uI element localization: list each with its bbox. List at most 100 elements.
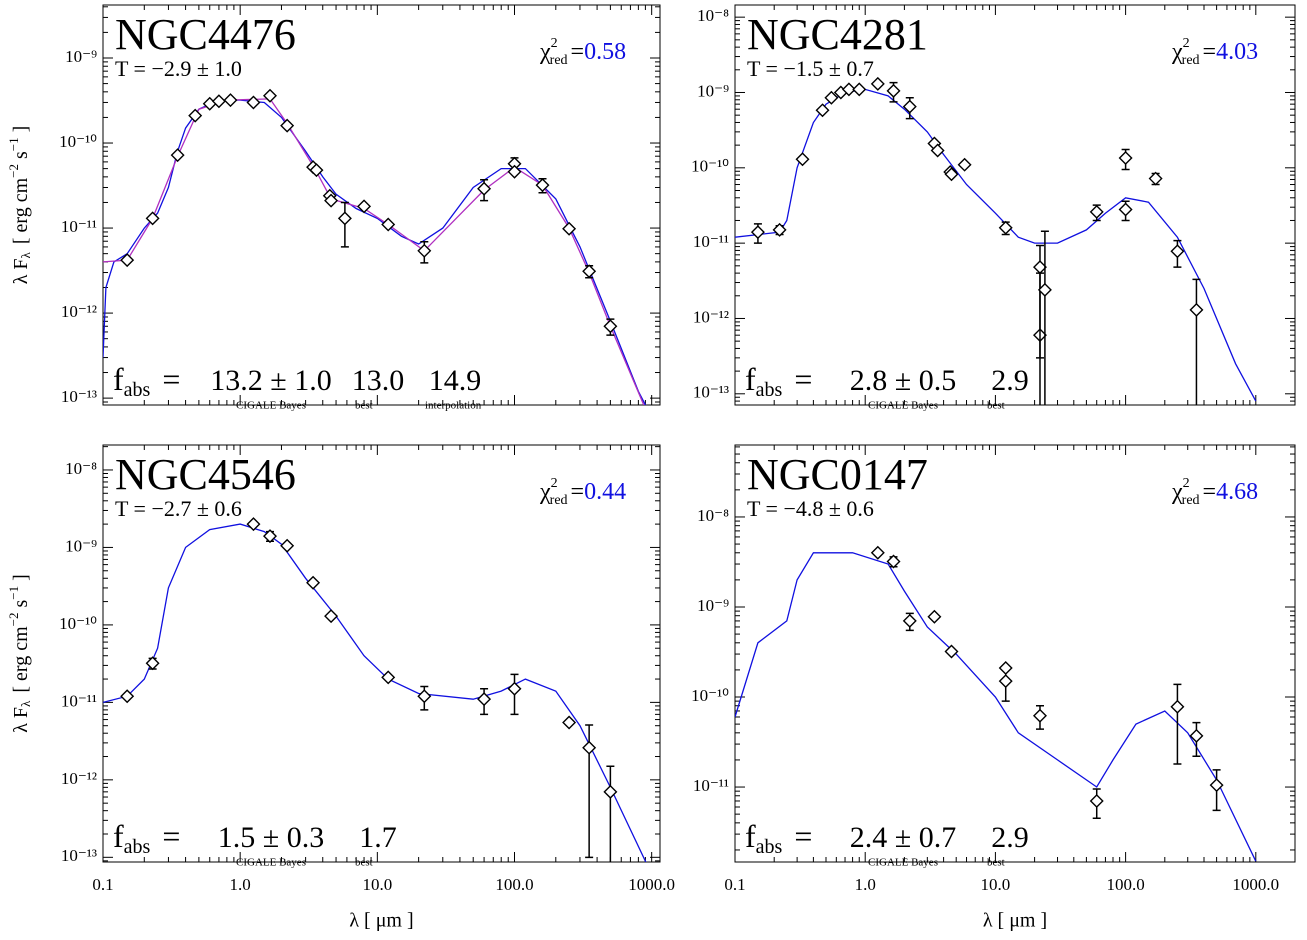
- data-point: [381, 670, 396, 685]
- y-tick-label: 10⁻⁹: [65, 536, 97, 555]
- data-point: [324, 609, 339, 624]
- f-eq: =: [794, 818, 812, 854]
- y-unit: ]: [10, 126, 32, 138]
- data-point: [1170, 244, 1185, 259]
- x-tick-label: 1000.0: [628, 875, 675, 894]
- x-tick-label: 100.0: [495, 875, 533, 894]
- data-point: [306, 575, 321, 590]
- panel-title: NGC4546: [115, 450, 296, 499]
- data-point: [562, 221, 577, 236]
- data-point: [927, 609, 942, 624]
- chi-eq: =: [571, 479, 585, 505]
- data-point: [750, 225, 765, 240]
- bayes-note: CIGALE Bayes: [868, 857, 938, 869]
- y-tick-label: 10⁻¹³: [61, 846, 97, 865]
- error-bar: [1173, 683, 1182, 765]
- f-eq: =: [162, 818, 180, 854]
- data-point: [324, 193, 339, 208]
- fabs-label: fabs =: [745, 818, 812, 857]
- f-sub: abs: [756, 836, 783, 858]
- panel: 0.1 1.0 10.0 100.0 1000.0 10⁻¹¹ 10⁻¹⁰ 10⁻⁹ 10⁻⁸ N…: [691, 444, 1296, 932]
- y-tick-label: 10⁻¹¹: [61, 217, 97, 236]
- data-point: [562, 715, 577, 730]
- f-sub: abs: [124, 836, 151, 858]
- y-tick-label: 10⁻⁹: [65, 47, 97, 66]
- fabs-interp: 14.9: [429, 364, 482, 397]
- bayes-note: CIGALE Bayes: [868, 400, 938, 412]
- model-line: [735, 552, 1257, 862]
- y-unit-sup: −2: [6, 164, 21, 178]
- y-unit: [ erg cm: [10, 626, 32, 693]
- y-tick-label: 10⁻¹³: [693, 383, 729, 402]
- data-point: [211, 94, 226, 109]
- panel: 0.1 1.0 10.0 100.0 1000.0 10⁻¹³ 10⁻¹² 10⁻¹¹ 10⁻¹…: [6, 444, 675, 932]
- model-line: [103, 523, 647, 862]
- chi-sub: red: [1182, 493, 1200, 508]
- chi-symbol: χ: [1171, 479, 1183, 505]
- x-tick-label: 1000.0: [1232, 875, 1279, 894]
- x-tick-label: 10.0: [981, 875, 1011, 894]
- chi-sup: 2: [1183, 36, 1190, 51]
- fabs-label: fabs =: [745, 361, 812, 400]
- data-point: [870, 545, 885, 560]
- y-unit-sup: −2: [6, 613, 21, 627]
- data-point: [1033, 260, 1047, 275]
- error-bar: [606, 765, 615, 862]
- best-note: best: [355, 857, 373, 869]
- chi2: χ2 red =0.44: [539, 476, 626, 508]
- data-point: [170, 148, 185, 163]
- y-lam: λ F: [10, 707, 32, 733]
- y-tick-label: 10⁻¹⁰: [691, 686, 729, 705]
- chi-value: 0.44: [584, 479, 626, 505]
- chi-sup: 2: [1183, 476, 1190, 491]
- error-bar: [1192, 278, 1201, 405]
- data-point: [1189, 302, 1204, 317]
- data-point: [280, 118, 295, 133]
- chi2: χ2 red =4.68: [1171, 476, 1258, 508]
- data-point: [1170, 699, 1185, 714]
- data-point: [824, 90, 839, 105]
- fabs-bayes: 2.4 ± 0.7: [850, 821, 956, 854]
- data-point: [870, 76, 885, 91]
- best-note: best: [987, 400, 1005, 412]
- f-symbol: f: [745, 818, 756, 854]
- y-tick-label: 10⁻¹⁰: [691, 157, 729, 176]
- plot-frame: [102, 444, 661, 863]
- x-axis-title: λ [ μm ]: [983, 910, 1047, 932]
- y-tick-label: 10⁻¹⁰: [59, 614, 97, 633]
- y-lam-sub: λ: [18, 251, 33, 258]
- fabs-best: 13.0: [352, 364, 405, 397]
- data-point: [582, 264, 597, 279]
- data-point: [998, 661, 1013, 675]
- fabs-bayes: 13.2 ± 1.0: [210, 364, 331, 397]
- y-tick-label: 10⁻¹¹: [693, 776, 729, 795]
- best-note: best: [987, 857, 1005, 869]
- chi-sup: 2: [551, 476, 558, 491]
- plot-area: [103, 88, 647, 405]
- plot-frame: [734, 4, 1296, 406]
- data-point: [337, 211, 352, 226]
- x-tick-label: 1.0: [855, 875, 876, 894]
- chi-symbol: χ: [539, 39, 551, 65]
- data-point: [603, 319, 618, 334]
- y-unit: s: [10, 600, 32, 613]
- data-point: [477, 181, 492, 196]
- data-point: [957, 157, 972, 172]
- data-point: [1118, 151, 1133, 165]
- y-tick-label: 10⁻¹³: [61, 387, 97, 406]
- data-point: [1189, 728, 1204, 743]
- f-symbol: f: [113, 361, 124, 397]
- y-tick-label: 10⁻¹²: [693, 307, 729, 326]
- x-tick-label: 0.1: [724, 875, 745, 894]
- chi2: χ2 red =4.03: [1171, 36, 1258, 68]
- y-lam: λ F: [10, 258, 32, 284]
- f-symbol: f: [113, 818, 124, 854]
- model-line: [103, 98, 645, 405]
- data-point: [852, 82, 867, 97]
- y-tick-label: 10⁻¹²: [61, 769, 97, 788]
- plot-area: [735, 76, 1257, 405]
- plot-area: [735, 545, 1257, 862]
- data-point: [120, 689, 135, 704]
- data-point: [1089, 793, 1104, 808]
